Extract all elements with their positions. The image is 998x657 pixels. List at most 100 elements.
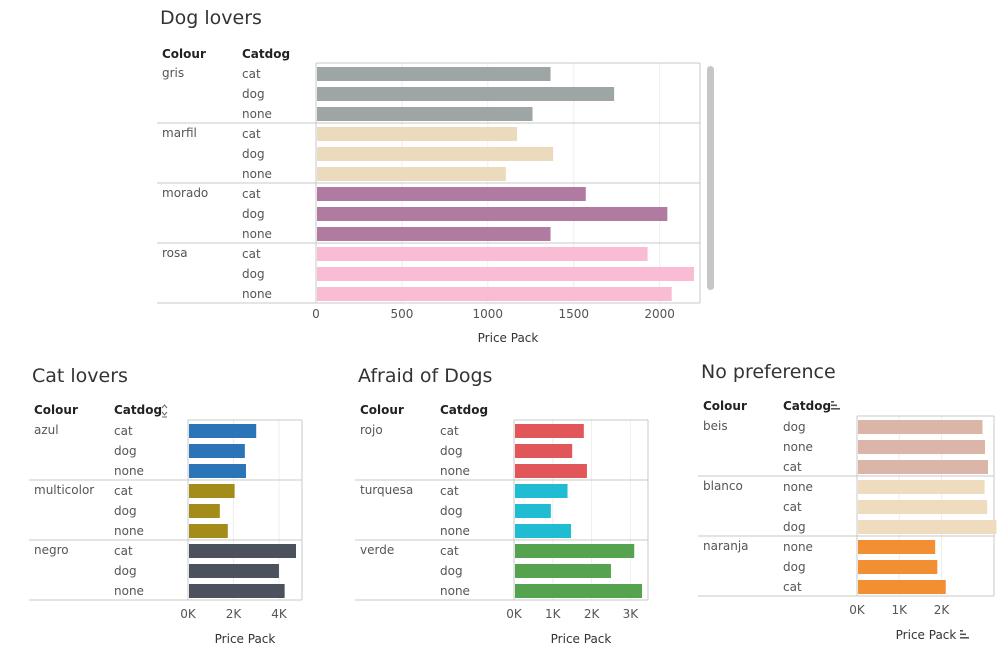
sort-bars-icon[interactable] — [831, 401, 840, 410]
catdog-label: none — [242, 107, 272, 121]
bar-marfil-dog[interactable] — [317, 147, 554, 161]
colour-label: marfil — [162, 126, 197, 140]
catdog-label: cat — [242, 67, 261, 81]
scrollbar-thumb[interactable] — [707, 66, 714, 290]
x-tick-label: 2K — [584, 607, 601, 621]
x-tick-label: 2K — [934, 603, 951, 617]
bar-rojo-dog[interactable] — [515, 444, 573, 458]
bar-multicolor-cat[interactable] — [189, 484, 235, 498]
bar-beis-cat[interactable] — [858, 460, 988, 474]
x-axis-label: Price Pack — [478, 331, 539, 345]
bar-blanco-none[interactable] — [858, 480, 985, 494]
catdog-header[interactable]: Catdog — [242, 47, 291, 61]
colour-label: turquesa — [360, 483, 413, 497]
x-tick-label: 1000 — [473, 307, 504, 321]
colour-label: morado — [162, 186, 208, 200]
bar-marfil-none[interactable] — [317, 167, 506, 181]
bar-negro-none[interactable] — [189, 584, 285, 598]
bar-multicolor-none[interactable] — [189, 524, 228, 538]
bar-rojo-cat[interactable] — [515, 424, 584, 438]
catdog-label: cat — [783, 460, 802, 474]
catdog-label: none — [783, 540, 813, 554]
colour-header[interactable]: Colour — [703, 399, 747, 413]
bar-naranja-none[interactable] — [858, 540, 936, 554]
catdog-label: cat — [114, 484, 133, 498]
catdog-label: dog — [440, 504, 463, 518]
bar-naranja-cat[interactable] — [858, 580, 946, 594]
colour-label: negro — [34, 543, 69, 557]
catdog-header[interactable]: Catdog — [440, 403, 488, 417]
catdog-label: cat — [114, 424, 133, 438]
sort-bars-icon[interactable] — [960, 630, 969, 639]
bar-gris-none[interactable] — [317, 107, 533, 121]
catdog-label: dog — [114, 504, 137, 518]
catdog-label: cat — [242, 187, 261, 201]
bar-verde-cat[interactable] — [515, 544, 635, 558]
bar-multicolor-dog[interactable] — [189, 504, 220, 518]
bar-azul-dog[interactable] — [189, 444, 245, 458]
colour-header[interactable]: Colour — [162, 47, 206, 61]
catdog-label: none — [440, 524, 470, 538]
catdog-label: none — [440, 584, 470, 598]
bar-negro-dog[interactable] — [189, 564, 279, 578]
chart-title: Dog lovers — [160, 7, 262, 29]
bar-turquesa-none[interactable] — [515, 524, 572, 538]
bar-azul-none[interactable] — [189, 464, 246, 478]
chart-title: Afraid of Dogs — [358, 365, 492, 387]
bar-beis-none[interactable] — [858, 440, 986, 454]
bar-morado-dog[interactable] — [317, 207, 668, 221]
x-tick-label: 1K — [892, 603, 909, 617]
colour-header[interactable]: Colour — [360, 403, 404, 417]
x-axis-label: Price Pack — [551, 632, 612, 646]
x-tick-label: 1K — [545, 607, 562, 621]
bar-negro-cat[interactable] — [189, 544, 296, 558]
catdog-label: none — [114, 584, 144, 598]
bar-gris-dog[interactable] — [317, 87, 615, 101]
colour-label: rosa — [162, 246, 188, 260]
colour-label: multicolor — [34, 483, 94, 497]
catdog-label: dog — [440, 444, 463, 458]
catdog-label: none — [783, 440, 813, 454]
catdog-label: none — [114, 524, 144, 538]
bar-verde-none[interactable] — [515, 584, 642, 598]
catdog-label: dog — [783, 520, 806, 534]
colour-label: gris — [162, 66, 184, 80]
bar-rojo-none[interactable] — [515, 464, 587, 478]
catdog-label: cat — [783, 580, 802, 594]
colour-label: rojo — [360, 423, 383, 437]
colour-label: blanco — [703, 479, 743, 493]
x-tick-label: 2000 — [644, 307, 675, 321]
colour-label: naranja — [703, 539, 749, 553]
catdog-header[interactable]: Catdog — [783, 399, 831, 413]
colour-label: verde — [360, 543, 394, 557]
catdog-label: dog — [114, 444, 137, 458]
catdog-header[interactable]: Catdog — [114, 403, 162, 417]
catdog-label: cat — [440, 484, 459, 498]
bar-rosa-dog[interactable] — [317, 267, 694, 281]
colour-label: beis — [703, 419, 728, 433]
x-tick-label: 0K — [849, 603, 866, 617]
bar-blanco-cat[interactable] — [858, 500, 988, 514]
x-tick-label: 0 — [312, 307, 320, 321]
bar-marfil-cat[interactable] — [317, 127, 518, 141]
bar-azul-cat[interactable] — [189, 424, 257, 438]
bar-rosa-cat[interactable] — [317, 247, 648, 261]
bar-beis-dog[interactable] — [858, 420, 983, 434]
x-tick-label: 0K — [506, 607, 523, 621]
colour-header[interactable]: Colour — [34, 403, 78, 417]
bar-turquesa-cat[interactable] — [515, 484, 568, 498]
bar-blanco-dog[interactable] — [858, 520, 997, 534]
x-tick-label: 4K — [271, 607, 288, 621]
catdog-label: none — [242, 287, 272, 301]
bar-morado-none[interactable] — [317, 227, 551, 241]
bar-turquesa-dog[interactable] — [515, 504, 551, 518]
catdog-label: none — [114, 464, 144, 478]
sort-alpha-icon[interactable] — [161, 404, 168, 418]
bar-gris-cat[interactable] — [317, 67, 551, 81]
bar-naranja-dog[interactable] — [858, 560, 938, 574]
bar-morado-cat[interactable] — [317, 187, 586, 201]
bar-rosa-none[interactable] — [317, 287, 672, 301]
catdog-label: cat — [783, 500, 802, 514]
catdog-label: none — [242, 167, 272, 181]
bar-verde-dog[interactable] — [515, 564, 611, 578]
